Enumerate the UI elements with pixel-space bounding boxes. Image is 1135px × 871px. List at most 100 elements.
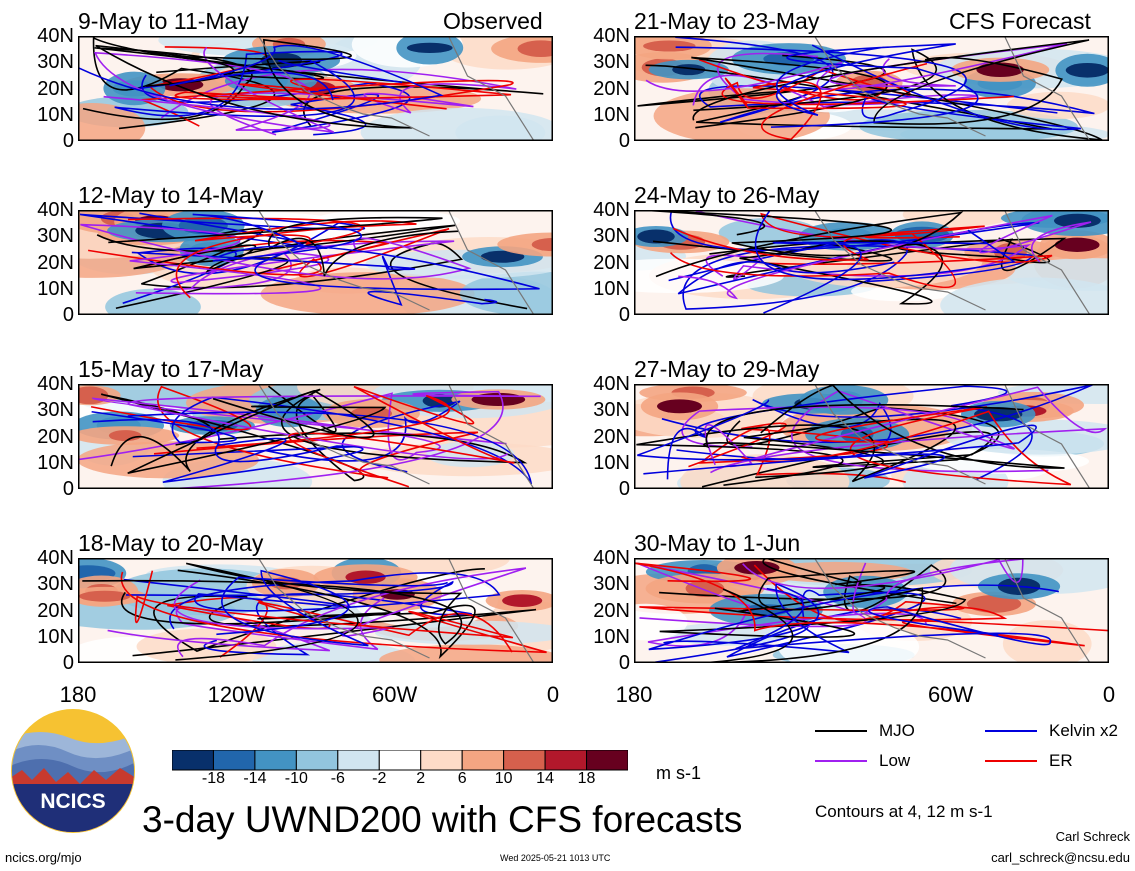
y-tick-label: 40N (37, 199, 74, 221)
x-tick-label: 60W (372, 682, 418, 707)
y-tick-label: 10N (37, 103, 74, 126)
x-tick-label: 180 (59, 682, 97, 707)
colorbar-swatch (544, 750, 588, 771)
y-tick-label: 40N (37, 547, 74, 569)
anomaly-map (634, 558, 1109, 663)
y-tick-label: 10N (37, 625, 74, 648)
colorbar-swatch (172, 750, 214, 771)
logo-text: NCICS (40, 790, 105, 813)
panel-title: 24-May to 26-May (634, 182, 820, 208)
y-tick-label: 0 (62, 130, 74, 152)
colorbar-swatch (295, 750, 339, 771)
colorbar-level-label: 6 (457, 770, 467, 787)
y-tick-label: 30N (37, 573, 74, 596)
y-tick-label: 40N (593, 373, 630, 395)
y-tick-label: 30N (37, 51, 74, 74)
colorbar-swatch (503, 750, 546, 771)
anomaly-map (634, 210, 1109, 315)
y-tick-label: 10N (593, 451, 630, 474)
colorbar-swatch (586, 750, 628, 771)
x-tick-label: 180 (615, 682, 653, 707)
panel-title: 15-May to 17-May (78, 356, 264, 382)
ncics-logo: NCICS (10, 708, 136, 834)
y-tick-label: 20N (37, 425, 74, 448)
colorbar-level-label: -18 (201, 770, 226, 787)
panel-title: 18-May to 20-May (78, 530, 264, 556)
legend-label: MJO (879, 721, 915, 740)
panel-title: 9-May to 11-May (78, 8, 249, 34)
y-tick-label: 20N (593, 77, 630, 100)
anomaly-map (78, 210, 553, 315)
anomaly-map (634, 36, 1109, 141)
legend-line (985, 730, 1037, 732)
y-tick-label: 10N (593, 625, 630, 648)
y-tick-label: 0 (62, 652, 74, 674)
colorbar (172, 750, 628, 771)
y-tick-label: 0 (62, 478, 74, 500)
footer-timestamp: Wed 2025-05-21 1013 UTC (500, 853, 611, 863)
panel-title: 30-May to 1-Jun (634, 530, 801, 556)
colorbar-level-label: -10 (284, 770, 308, 787)
colorbar-units: m s-1 (656, 763, 701, 783)
panel-title: 21-May to 23-May (634, 8, 820, 34)
y-tick-label: 30N (593, 225, 630, 248)
y-tick-label: 10N (593, 277, 630, 300)
y-tick-label: 0 (618, 304, 630, 326)
colorbar-swatch (337, 750, 380, 771)
legend-label: ER (1049, 751, 1073, 770)
colorbar-swatch (420, 750, 463, 771)
anomaly-map (78, 36, 553, 141)
y-tick-label: 10N (593, 103, 630, 126)
legend-label: Kelvin x2 (1049, 721, 1118, 740)
x-tick-label: 60W (928, 682, 974, 707)
chart-title: 3-day UWND200 with CFS forecasts (142, 799, 743, 840)
colorbar-level-label: -6 (330, 770, 345, 787)
y-tick-label: 0 (618, 478, 630, 500)
x-tick-label: 120W (207, 682, 266, 707)
anomaly-map (78, 558, 553, 663)
colorbar-level-label: -14 (243, 770, 267, 787)
colorbar-level-label: -2 (372, 770, 387, 787)
colorbar-swatch (212, 750, 256, 771)
panel-title: 27-May to 29-May (634, 356, 820, 382)
y-tick-label: 20N (593, 599, 630, 622)
y-tick-label: 30N (37, 399, 74, 422)
footer-author: Carl Schreck (1055, 829, 1130, 844)
y-tick-label: 0 (618, 130, 630, 152)
footer-email[interactable]: carl_schreck@ncsu.edu (991, 850, 1130, 865)
x-tick-label: 0 (546, 682, 560, 707)
contour-note: Contours at 4, 12 m s-1 (815, 802, 993, 821)
y-tick-label: 30N (593, 51, 630, 74)
footer-url[interactable]: ncics.org/mjo (5, 850, 82, 865)
y-tick-label: 40N (593, 547, 630, 569)
y-tick-label: 40N (593, 25, 630, 47)
y-tick-label: 30N (593, 573, 630, 596)
y-tick-label: 30N (593, 399, 630, 422)
y-tick-label: 0 (62, 304, 74, 326)
y-tick-label: 20N (593, 251, 630, 274)
colorbar-level-label: 14 (536, 770, 554, 787)
panel-title: 12-May to 14-May (78, 182, 264, 208)
y-tick-label: 20N (37, 599, 74, 622)
colorbar-level-label: 10 (494, 770, 513, 787)
anomaly-map (78, 384, 553, 489)
x-tick-label: 0 (1102, 682, 1116, 707)
y-tick-label: 20N (37, 77, 74, 100)
colorbar-level-label: 2 (416, 770, 426, 787)
y-tick-label: 40N (37, 25, 74, 47)
legend-line (815, 730, 867, 732)
colorbar-swatch (461, 750, 505, 771)
legend-label: Low (879, 751, 911, 770)
colorbar-swatch (378, 750, 422, 771)
legend-line (985, 760, 1037, 762)
colorbar-swatch (254, 750, 297, 771)
y-tick-label: 10N (37, 451, 74, 474)
forecast-header: CFS Forecast (949, 8, 1091, 34)
observed-header: Observed (443, 8, 543, 34)
y-tick-label: 0 (618, 652, 630, 674)
x-tick-label: 120W (763, 682, 822, 707)
legend-line (815, 760, 867, 762)
anomaly-map (634, 384, 1109, 489)
y-tick-label: 10N (37, 277, 74, 300)
y-tick-label: 40N (37, 373, 74, 395)
